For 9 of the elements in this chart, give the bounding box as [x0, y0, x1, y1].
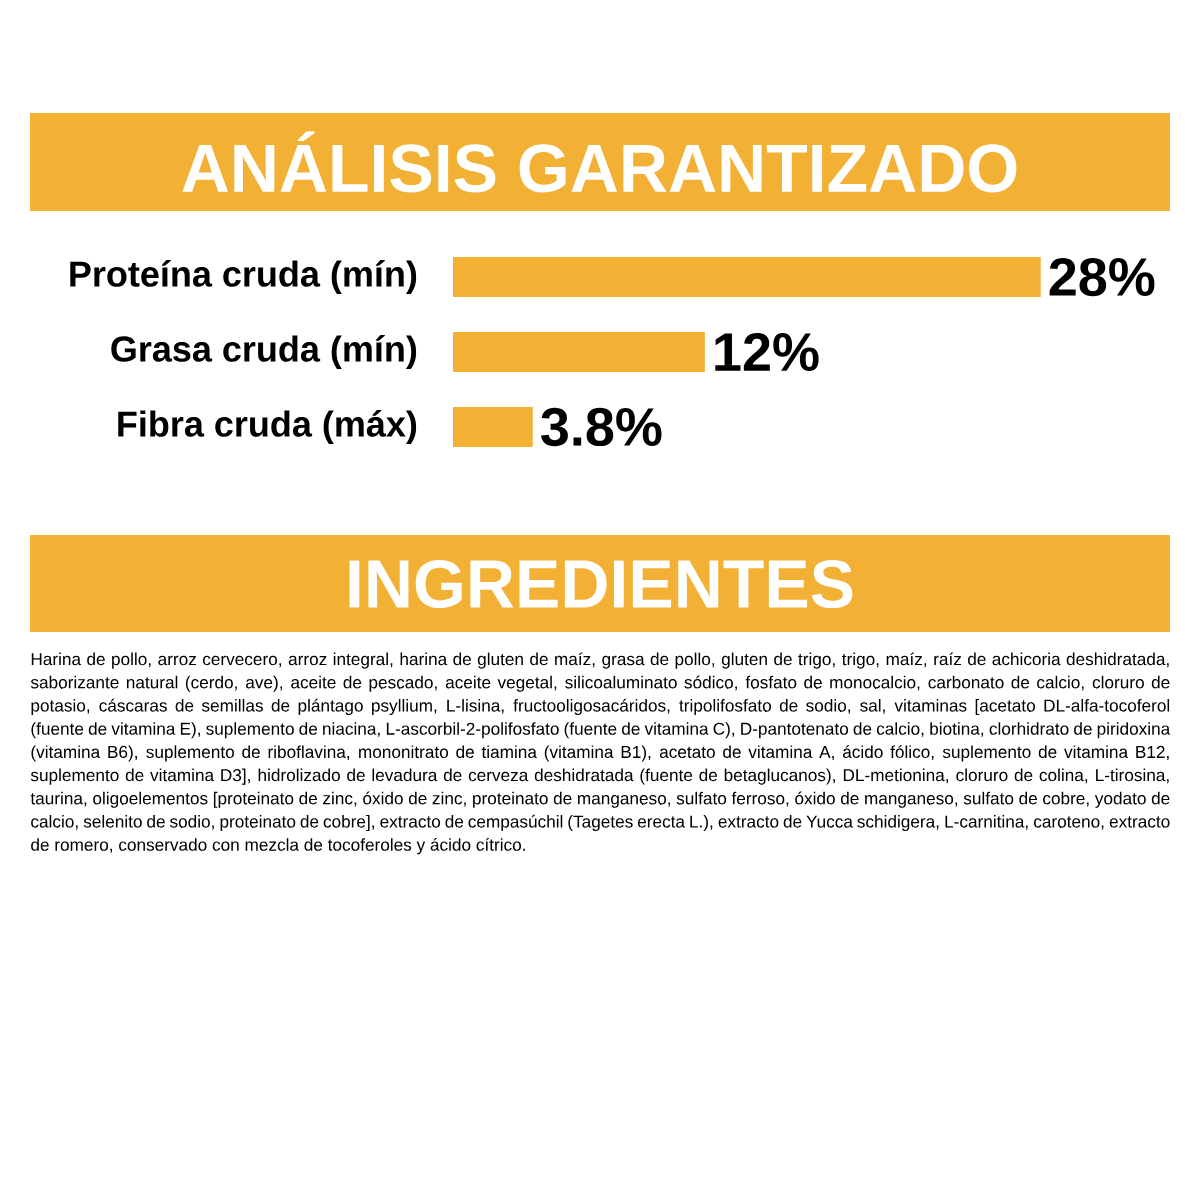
data-label: 28% — [1049, 257, 1155, 297]
data-label: 3.8% — [541, 407, 662, 447]
y-tick-label: Grasa cruda (mín) — [111, 335, 417, 369]
text: Harina de pollo, arroz cervecero, arroz integral, harina de gluten de maíz, grasa de pollo, gluten de trigo, trigo, maíz, raíz de achicoria deshidratada, saborizante natural (cerdo, ave), aceite de pescado, aceite vegetal, silicoaluminato sódico, fosfato de monocalcio, carbonato de calcio, cloruro de potasio, cáscaras de semillas de plántago psyllium, L-lisina, fructooligosacáridos, tripolifosfato de sodio, sal, vitaminas [acetato DL-alfa-tocoferol (fuente de vitamina E), suplemento de niacina, L-ascorbil-2-polifosfato (fuente de vitamina C), D-pantotenato de calcio, biotina, clorhidrato de piridoxina (vitamina B6), suplemento de riboflavina, mononitrato de tiamina (vitamina B1), acetato de vitamina A, ácido fólico, suplemento de vitamina B12, suplemento de vitamina D3], hidrolizado de levadura de cerveza deshidratada (fuente de betaglucanos), DL-metionina, cloruro de colina, L-tirosina, taurina, oligoelementos [proteinato de zinc, óxido de zinc, proteinato de manganeso, sulfato ferroso, óxido de manganeso, sulfato de cobre, yodato de calcio, selenito de sodio, proteinato de cobre], extracto de cempasúchil (Tagetes erecta L.), extracto de Yucca schidigera, L-carnitina, caroteno, extracto de romero, conservado con mezcla de tocoferoles y ácido cítrico. — [30, 652, 1171, 855]
text: INGREDIENTES — [349, 559, 853, 609]
chart-title: ANÁLISIS GARANTIZADO — [182, 131, 1017, 193]
y-tick-label: Proteína cruda (mín) — [70, 260, 417, 294]
y-tick-label: Fibra cruda (máx) — [118, 410, 417, 444]
data-label: 12% — [715, 332, 819, 372]
